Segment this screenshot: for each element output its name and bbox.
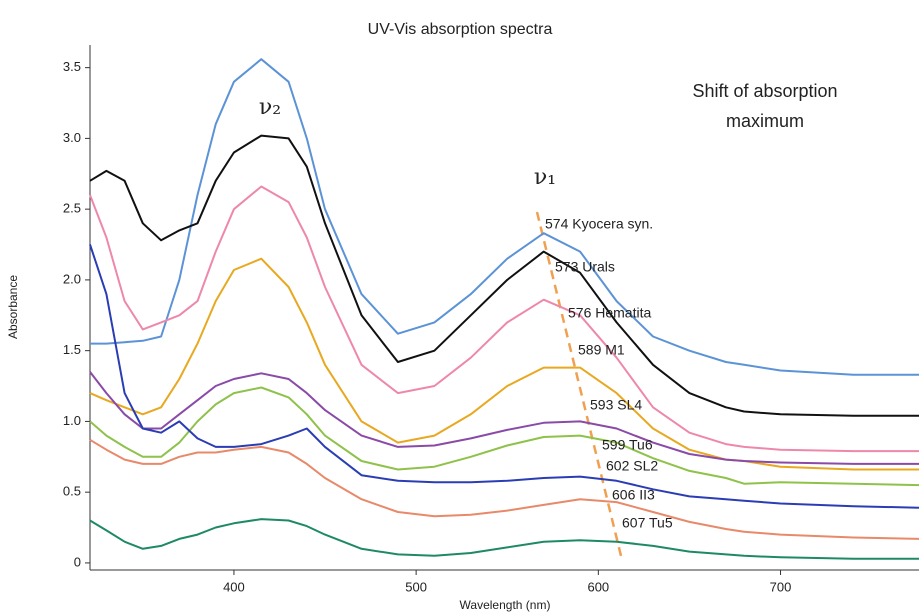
series-label: 599 Tu6 [602, 437, 653, 453]
series-line [90, 58, 919, 376]
y-axis-label: Absorbance [6, 275, 20, 339]
x-tick-label: 400 [223, 579, 245, 594]
annotation: Shift of absorption [692, 81, 837, 101]
y-tick-label: 3.5 [63, 59, 81, 74]
series-label: 589 M1 [578, 342, 625, 358]
series-label: 576 Hematita [568, 305, 651, 321]
series-line [89, 185, 919, 453]
chart-title: UV-Vis absorption spectra [368, 21, 553, 38]
y-tick-label: 1.0 [63, 413, 81, 428]
peak-label: ν₁ [534, 165, 556, 190]
x-axis-label: Wavelength (nm) [460, 598, 551, 612]
y-tick-label: 1.5 [63, 342, 81, 357]
peak-label: ν₂ [259, 95, 281, 120]
series-label: 602 SL2 [606, 458, 658, 474]
series-line [89, 244, 919, 509]
y-tick-label: 0 [74, 554, 81, 569]
annotation: maximum [726, 111, 804, 131]
x-tick-label: 500 [405, 579, 427, 594]
series-label: 606 II3 [612, 487, 655, 503]
series-line [89, 438, 919, 540]
series-line [89, 518, 919, 560]
series-line [89, 257, 919, 471]
x-tick-label: 700 [770, 579, 792, 594]
series-label: 574 Kyocera syn. [545, 216, 653, 232]
series-line [89, 134, 919, 417]
series-line [89, 386, 919, 487]
series-line [89, 371, 919, 465]
x-tick-label: 600 [587, 579, 609, 594]
y-tick-label: 2.5 [63, 201, 81, 216]
series-label: 573 Urals [555, 259, 615, 275]
series-label: 593 SL4 [590, 397, 642, 413]
y-tick-label: 2.0 [63, 271, 81, 286]
y-tick-label: 3.0 [63, 130, 81, 145]
y-tick-label: 0.5 [63, 484, 81, 499]
series-label: 607 Tu5 [622, 515, 673, 531]
